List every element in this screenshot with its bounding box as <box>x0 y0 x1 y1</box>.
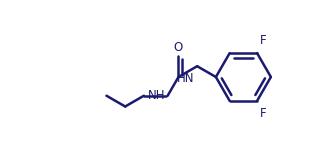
Text: F: F <box>260 107 267 120</box>
Text: F: F <box>260 34 267 47</box>
Text: O: O <box>174 41 183 54</box>
Text: NH: NH <box>148 89 166 102</box>
Text: HN: HN <box>177 73 195 85</box>
